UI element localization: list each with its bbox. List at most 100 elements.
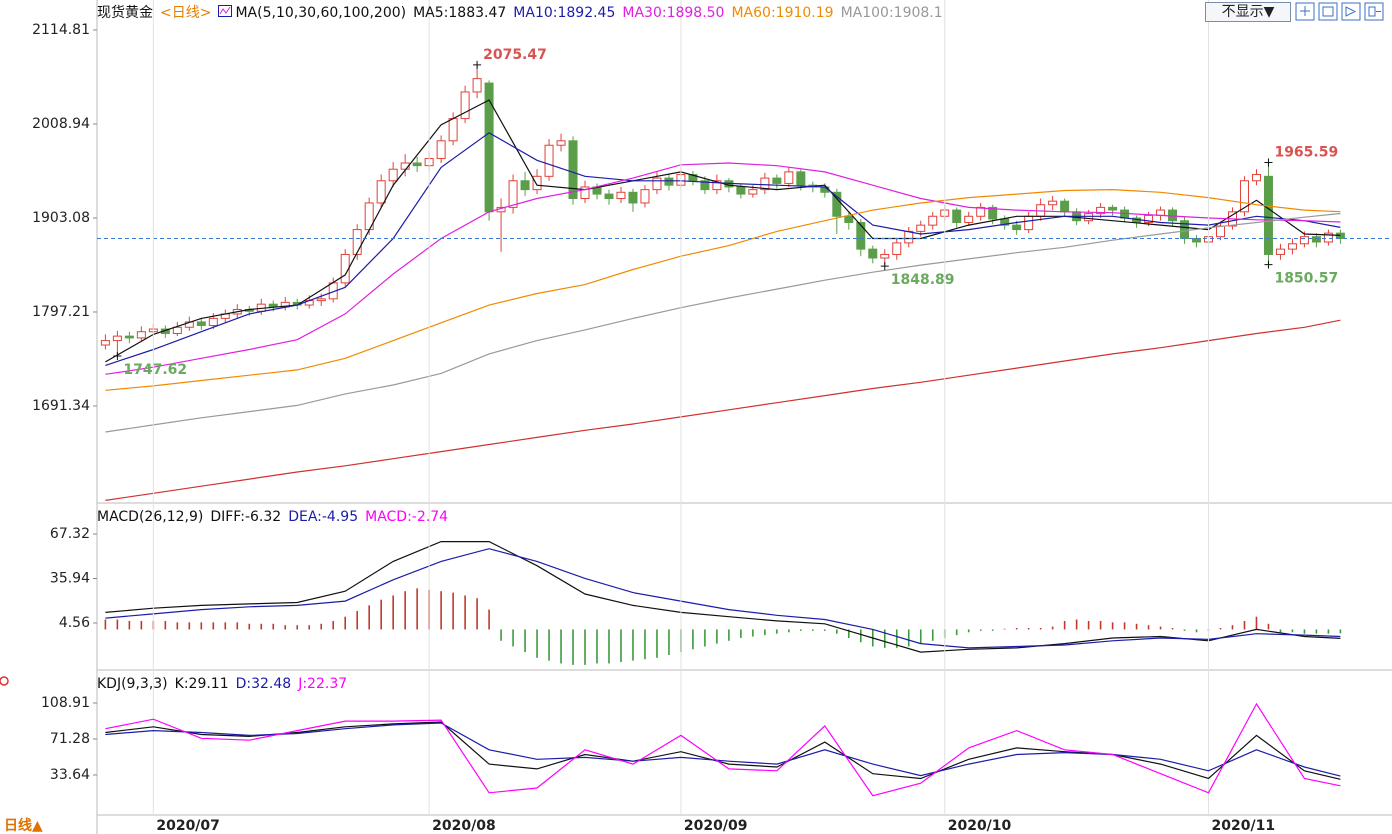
candle-body: [964, 215, 974, 223]
candle-body: [1311, 236, 1321, 243]
indicator-line: [105, 188, 1341, 391]
legend: KDJ(9,3,3) K:29.11 D:32.48 J:22.37: [97, 674, 354, 694]
indicator-line: [105, 162, 1341, 375]
candle-body: [880, 253, 890, 259]
y-tick-label: 2008.94: [32, 116, 90, 132]
candle-body: [1263, 175, 1273, 255]
extreme-label: 1965.59: [1274, 144, 1338, 160]
y-tick-label: 1903.08: [32, 210, 90, 226]
candle-body: [532, 175, 542, 191]
candle-body: [1084, 213, 1094, 222]
candle-body: [1048, 200, 1058, 206]
y-tick-label: 2114.81: [32, 22, 90, 38]
candle-body: [472, 78, 482, 93]
legend-period: <日线>: [160, 5, 212, 21]
extreme-label: 1850.57: [1274, 271, 1338, 287]
legend-title: 现货黄金: [97, 5, 153, 21]
candle-body: [1299, 236, 1309, 245]
period-button[interactable]: 日线▲: [4, 818, 43, 834]
x-tick-label: 2020/08: [432, 818, 496, 834]
candle-body: [136, 331, 146, 339]
candle-body: [796, 171, 806, 186]
legend-entry: MACD:-2.74: [365, 509, 449, 525]
candle-body: [520, 180, 530, 191]
candle-body: [700, 180, 710, 191]
x-tick-label: 2020/11: [1212, 818, 1276, 834]
extreme-label: 2075.47: [483, 47, 547, 63]
indicator-line: [105, 548, 1341, 649]
indicator-line: [105, 212, 1341, 433]
candle-body: [772, 177, 782, 184]
legend: MACD(26,12,9) DIFF:-6.32 DEA:-4.95 MACD:-2.…: [97, 507, 455, 527]
candle-body: [1024, 215, 1034, 231]
candle-body: [196, 321, 206, 326]
candle-body: [760, 177, 770, 191]
indicator-line: [105, 722, 1341, 777]
candle-body: [556, 140, 566, 146]
candle-body: [448, 118, 458, 142]
x-tick-label: 2020/07: [156, 818, 220, 834]
candle-body: [460, 91, 470, 120]
candle-body: [832, 191, 842, 217]
candle-body: [892, 242, 902, 255]
candle-body: [508, 180, 518, 208]
candle-body: [916, 224, 926, 232]
candle-body: [112, 335, 122, 342]
candle-body: [208, 317, 218, 326]
candle-body: [928, 215, 938, 226]
candle-body: [616, 191, 626, 200]
hide-button[interactable]: 不显示▼: [1205, 2, 1291, 22]
candle-body: [664, 177, 674, 186]
candle-body: [868, 248, 878, 259]
extreme-label: 1747.62: [123, 362, 187, 378]
candle-body: [1096, 206, 1106, 215]
indicator-line: [105, 702, 1341, 797]
x-tick-label: 2020/10: [948, 818, 1012, 834]
legend-entry: MA30:1898.50: [622, 5, 725, 21]
candle-body: [580, 186, 590, 200]
toolbar-icons: [1295, 2, 1384, 21]
candle-body: [748, 189, 758, 195]
candle-body: [172, 326, 182, 334]
indicator-icon[interactable]: [218, 5, 233, 17]
y-tick-label: 71.28: [50, 731, 90, 747]
legend: 现货黄金 <日线> MA(5,10,30,60,100,200) MA5:1883.4…: [97, 3, 950, 23]
legend-title: KDJ(9,3,3): [97, 676, 168, 692]
indicator-line: [105, 319, 1341, 501]
icon-button[interactable]: [1318, 2, 1338, 21]
candle-body: [1251, 174, 1261, 182]
candle-body: [124, 335, 134, 339]
indicator-line: [105, 132, 1341, 366]
legend-entry: MA60:1910.19: [731, 5, 834, 21]
candle-body: [976, 206, 986, 217]
extreme-marker: [1264, 158, 1273, 167]
candle-body: [484, 82, 494, 213]
candle-body: [1192, 237, 1202, 243]
y-tick-label: 1797.21: [32, 304, 90, 320]
extreme-marker: [473, 60, 482, 69]
candle-body: [1144, 214, 1154, 223]
extreme-marker: [880, 262, 889, 271]
candle-body: [712, 180, 722, 191]
legend-entry: DEA:-4.95: [288, 509, 359, 525]
candle-body: [100, 340, 110, 346]
candle-body: [604, 193, 614, 200]
candle-body: [952, 209, 962, 223]
candle-body: [352, 229, 362, 255]
extreme-marker: [1264, 260, 1273, 269]
legend-entry: J:22.37: [298, 676, 348, 692]
y-tick-label: 67.32: [50, 526, 90, 542]
candle-body: [568, 140, 578, 200]
icon-button[interactable]: [1341, 2, 1361, 21]
candle-body: [544, 144, 554, 177]
candle-body: [856, 221, 866, 250]
legend-entry: DIFF:-6.32: [210, 509, 282, 525]
candle-body: [388, 168, 398, 182]
candle-body: [904, 230, 914, 244]
y-tick-label: 4.56: [59, 615, 90, 631]
y-tick-label: 1691.34: [32, 398, 90, 414]
settings-icon[interactable]: [0, 676, 9, 686]
candle-body: [988, 206, 998, 220]
